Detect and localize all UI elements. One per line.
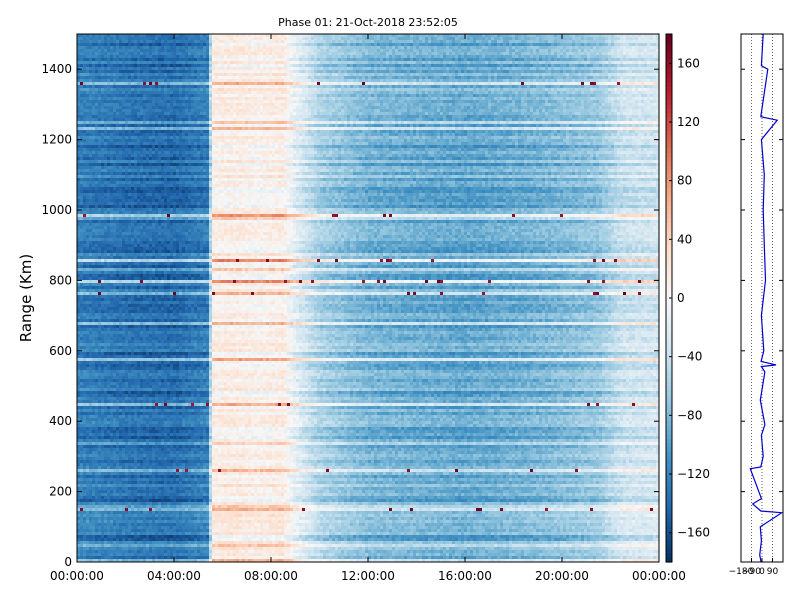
phase-heatmap [77, 34, 660, 563]
chart-title: Phase 01: 21-Oct-2018 23:52:05 [278, 16, 458, 29]
